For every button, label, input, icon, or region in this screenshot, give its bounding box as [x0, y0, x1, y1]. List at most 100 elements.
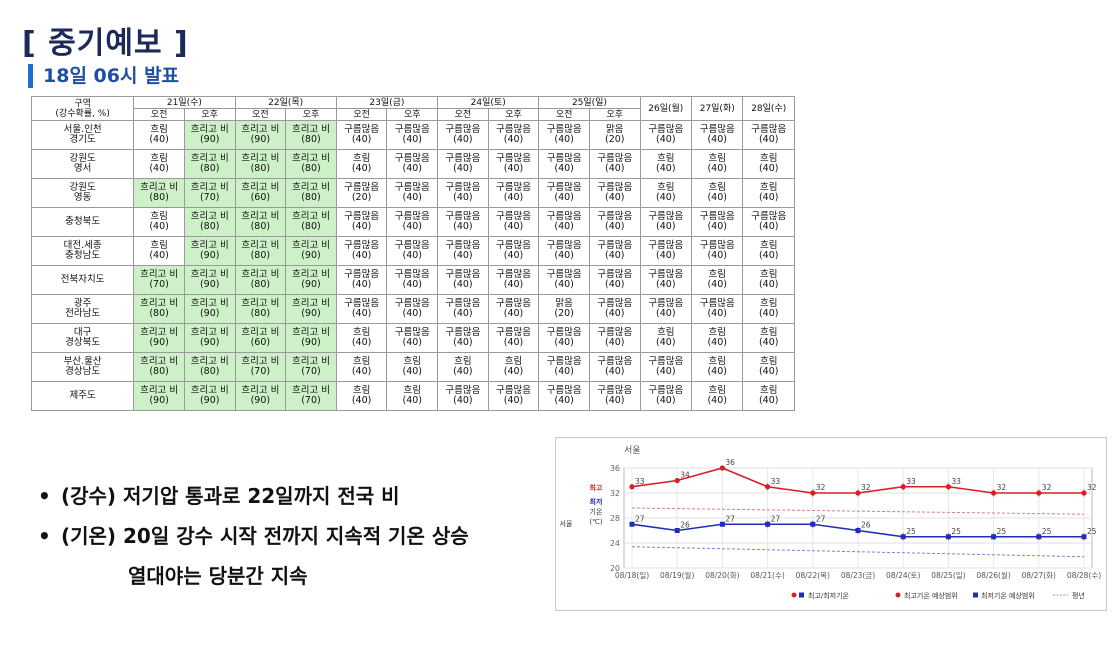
weather-text: 구름많음	[496, 298, 531, 309]
weather-text: 흐리고 비	[291, 124, 330, 135]
table-row: 충청북도 흐림 (40) 흐리고 비 (80) 흐리고 비 (80) 흐리고 비 (80) 구름많…	[30, 207, 795, 237]
weather-text: 흐리고 비	[241, 385, 280, 396]
forecast-cell: 구름많음 (40)	[437, 265, 489, 295]
precip-probability: (40)	[707, 163, 727, 174]
precip-probability: (40)	[758, 192, 779, 203]
region-cell: 전북자치도	[30, 265, 135, 295]
weather-text: 구름많음	[648, 298, 684, 309]
forecast-cell: 구름많음 (40)	[335, 207, 388, 237]
precip-probability: (80)	[250, 308, 271, 319]
precip-probability: (40)	[554, 221, 574, 232]
weather-text: 구름많음	[496, 211, 531, 222]
forecast-cell: 흐림 (40)	[742, 265, 795, 295]
weather-text: 구름많음	[546, 124, 582, 135]
weather-text: 맑음	[555, 298, 573, 309]
data-point	[1036, 490, 1042, 496]
precip-probability: (80)	[250, 279, 271, 290]
forecast-cell: 흐리고 비 (80)	[133, 352, 185, 382]
precip-probability: (80)	[301, 192, 321, 203]
precip-probability: (60)	[250, 337, 271, 348]
region-cell: 제주도	[30, 381, 135, 411]
weather-text: 흐리고 비	[291, 182, 330, 193]
weather-text: 흐림	[708, 385, 726, 396]
weather-text: 구름많음	[597, 182, 633, 193]
forecast-cell: 구름많음 (40)	[538, 207, 590, 237]
weather-text: 흐리고 비	[291, 327, 330, 338]
forecast-cell: 구름많음 (40)	[538, 236, 590, 266]
weather-text: 구름많음	[344, 182, 380, 193]
forecast-cell: 흐리고 비 (90)	[234, 381, 287, 411]
day-header: 27일(화)	[691, 96, 744, 121]
weather-text: 흐리고 비	[241, 124, 280, 135]
forecast-cell: 구름많음 (40)	[538, 149, 590, 179]
forecast-cell: 구름많음 (40)	[691, 236, 744, 266]
x-tick-label: 08/22(목)	[796, 571, 830, 580]
precip-probability: (80)	[301, 221, 321, 232]
data-label: 32	[1042, 483, 1052, 492]
forecast-cell: 구름많음 (40)	[437, 207, 489, 237]
legend-marker-high-range	[895, 592, 901, 598]
forecast-cell: 맑음 (20)	[588, 120, 641, 150]
weather-text: 흐리고 비	[241, 182, 280, 193]
am-header: 오전	[538, 108, 590, 121]
table-row: 부산.울산 경상남도 흐리고 비 (80) 흐리고 비 (80) 흐리고 비 (70) 흐리고…	[30, 352, 795, 382]
forecast-cell: 흐리고 비 (90)	[285, 323, 337, 353]
table-row: 전북자치도 흐리고 비 (70) 흐리고 비 (90) 흐리고 비 (80) 흐리고 비 (90…	[30, 265, 795, 295]
weather-text: 흐리고 비	[291, 153, 330, 164]
weather-text: 흐리고 비	[140, 385, 179, 396]
data-label: 27	[635, 514, 645, 523]
table-row: 강원도 영동 흐리고 비 (80) 흐리고 비 (70) 흐리고 비 (60) 흐리고 비 (8…	[30, 178, 795, 208]
table-row: 서울.인천 경기도 흐림 (40) 흐리고 비 (90) 흐리고 비 (90) 흐리고 비 (8…	[30, 120, 795, 150]
weather-text: 흐림	[708, 182, 726, 193]
precip-probability: (40)	[351, 337, 372, 348]
weather-text: 구름많음	[597, 385, 633, 396]
y-tick-label: 36	[610, 464, 620, 473]
forecast-cell: 흐림 (40)	[691, 265, 744, 295]
precip-probability: (40)	[707, 134, 727, 145]
forecast-cell: 흐림 (40)	[335, 323, 388, 353]
forecast-cell: 흐리고 비 (90)	[183, 323, 236, 353]
table-row: 대구 경상북도 흐리고 비 (90) 흐리고 비 (90) 흐리고 비 (60) 흐리고 비(…	[30, 323, 795, 353]
forecast-cell: 구름많음 (40)	[386, 178, 439, 208]
weather-text: 흐리고 비	[291, 298, 330, 309]
forecast-cell: 구름많음 (40)	[639, 381, 693, 411]
precip-probability: (80)	[199, 163, 220, 174]
precip-probability: (40)	[656, 337, 676, 348]
weather-text: 구름많음	[546, 182, 582, 193]
weather-text: 구름많음	[445, 124, 481, 135]
weather-text: 구름많음	[496, 385, 531, 396]
legend-item: 평년	[1072, 591, 1085, 600]
weather-text: 구름많음	[496, 182, 531, 193]
data-label: 33	[771, 477, 781, 486]
bullet-temperature-text: (기온) 20일 강수 시작 전까지 지속적 기온 상승	[60, 524, 469, 548]
forecast-cell: 흐리고 비 (80)	[183, 207, 236, 237]
precip-probability: (90)	[199, 134, 220, 145]
precip-probability: (40)	[402, 337, 422, 348]
am-header: 오전	[133, 108, 185, 121]
weather-text: 흐림	[759, 356, 778, 367]
region-cell: 강원도 영서	[30, 149, 135, 179]
day-header: 28일(수)	[742, 96, 795, 121]
forecast-cell: 구름많음 (40)	[386, 265, 439, 295]
forecast-cell: 흐림 (40)	[639, 323, 693, 353]
precip-probability: (70)	[199, 192, 220, 203]
x-tick-label: 08/27(화)	[1022, 571, 1056, 580]
weather-text: 흐리고 비	[190, 298, 229, 309]
chart-title: 서울	[624, 445, 641, 456]
precip-probability: (40)	[503, 395, 524, 406]
weather-text: 구름많음	[394, 327, 430, 338]
precip-probability: (40)	[351, 250, 372, 261]
precip-probability: (70)	[149, 279, 169, 290]
y-tick-label: 28	[610, 514, 620, 523]
precip-probability: (90)	[199, 250, 220, 261]
forecast-cell: 흐림 (40)	[133, 149, 185, 179]
precip-probability: (40)	[707, 279, 727, 290]
weather-text: 구름많음	[344, 298, 380, 309]
precip-probability: (40)	[351, 366, 372, 377]
weather-text: 구름많음	[445, 211, 481, 222]
weather-text: 흐림	[759, 385, 778, 396]
announcement-time: 18일 06시 발표	[28, 64, 179, 88]
precip-probability: (40)	[402, 192, 422, 203]
forecast-cell: 흐리고 비 (90)	[133, 381, 185, 411]
precip-probability: (90)	[199, 337, 220, 348]
